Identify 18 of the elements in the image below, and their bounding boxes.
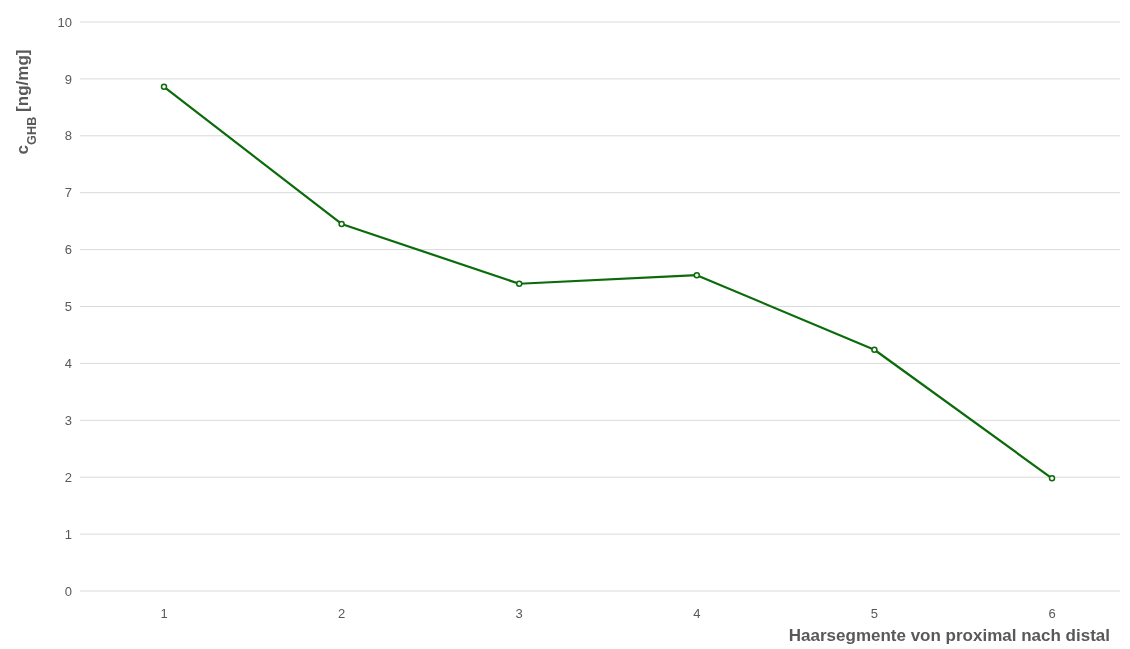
x-tick-label: 1 (160, 606, 168, 622)
y-tick-label: 0 (64, 583, 72, 599)
x-tick-label: 4 (693, 606, 701, 622)
y-tick-label: 9 (64, 71, 72, 87)
y-tick-label: 5 (64, 299, 72, 315)
x-tick-label: 5 (870, 606, 879, 622)
y-tick-label: 6 (64, 242, 72, 258)
y-tick-label: 8 (64, 128, 72, 144)
y-tick-label: 4 (64, 356, 72, 372)
x-tick-label: 6 (1048, 606, 1056, 622)
x-tick-label: 3 (515, 606, 523, 622)
y-tick-label: 1 (64, 526, 72, 542)
x-axis-title: Haarsegmente von proximal nach distal (788, 626, 1110, 645)
y-tick-label: 10 (57, 14, 72, 30)
x-tick-label: 2 (337, 606, 346, 622)
y-tick-label: 3 (64, 412, 72, 428)
y-tick-label: 2 (64, 469, 72, 485)
y-tick-label: 7 (64, 185, 72, 201)
